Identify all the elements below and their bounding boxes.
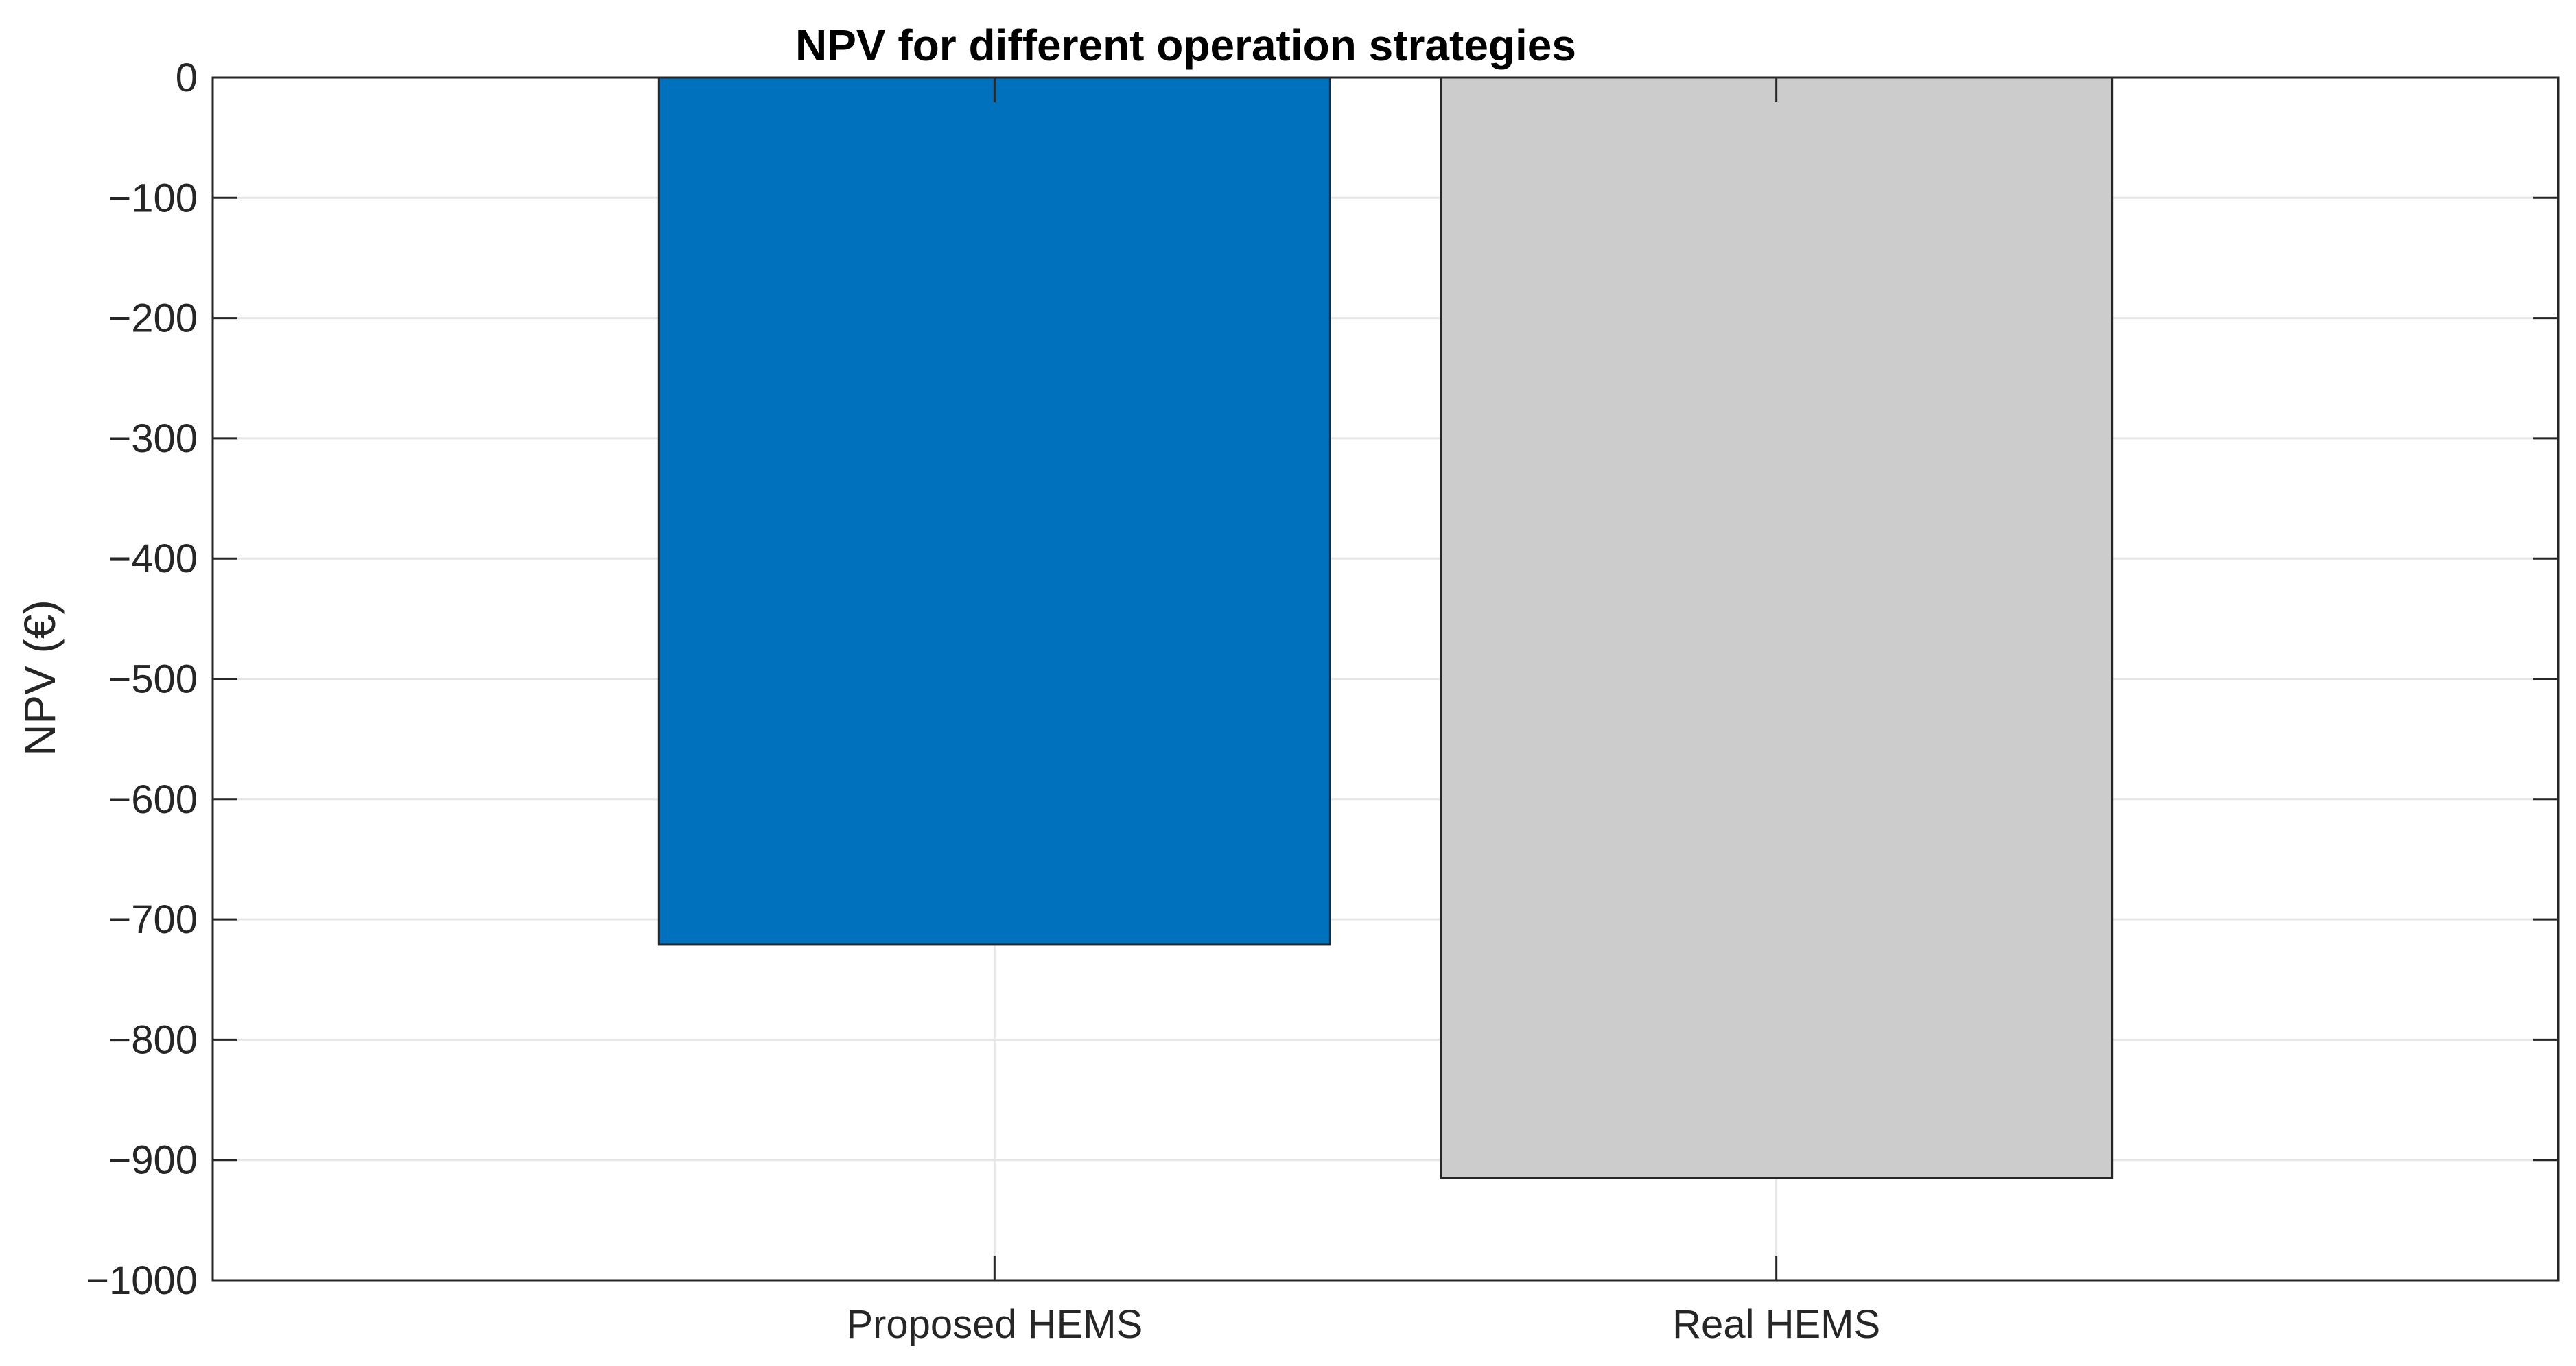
y-tick-label: −300 xyxy=(108,416,198,461)
bars xyxy=(657,76,2114,1179)
y-tick-label: −700 xyxy=(108,897,198,942)
y-tick-labels: 0 −100 −200 −300 −400 −500 −600 −700 −800 −900 −10… xyxy=(86,56,198,1303)
grid-lines xyxy=(213,78,2558,1280)
y-axis-title: NPV (€) xyxy=(15,600,65,756)
y-tick-label: −1000 xyxy=(86,1258,198,1303)
y-tick-label: 0 xyxy=(176,56,198,100)
x-tick-labels: Proposed HEMS Real HEMS xyxy=(846,1302,1880,1347)
bar-proposed-hems xyxy=(657,76,1331,946)
x-tick-label: Real HEMS xyxy=(1672,1302,1880,1347)
y-tick-label: −400 xyxy=(108,537,198,581)
bar-real-hems xyxy=(1440,76,2114,1179)
y-tick-label: −500 xyxy=(108,657,198,702)
y-tick-label: −900 xyxy=(108,1138,198,1183)
axes xyxy=(211,76,2560,1282)
y-tick-label: −200 xyxy=(108,296,198,341)
chart-title: NPV for different operation strategies xyxy=(795,21,1576,70)
y-tick-label: −100 xyxy=(108,176,198,220)
x-tick-label: Proposed HEMS xyxy=(846,1302,1143,1347)
y-tick-label: −800 xyxy=(108,1017,198,1062)
y-tick-label: −600 xyxy=(108,777,198,822)
